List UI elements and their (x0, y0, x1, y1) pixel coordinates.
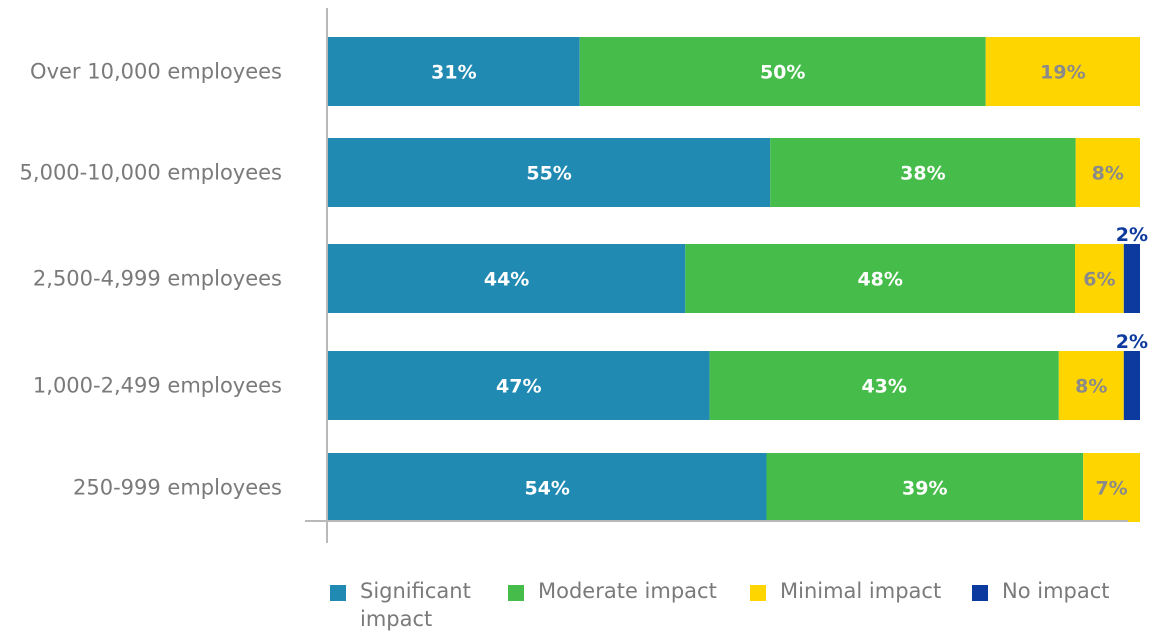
legend-swatch-minimal (750, 585, 766, 601)
bar-segment-significant-impact (328, 138, 771, 207)
bar-segment-moderate-impact (685, 244, 1076, 313)
bar-segment-no-impact (1123, 351, 1140, 420)
category-label: Over 10,000 employees (30, 60, 282, 84)
bar-segment-moderate-impact (770, 138, 1076, 207)
value-label-moderate-impact: 43% (861, 376, 906, 398)
value-label-no-impact: 2% (1116, 224, 1148, 246)
legend-label-line2: impact (360, 607, 433, 631)
value-label-significant-impact: 31% (431, 62, 476, 84)
value-label-minimal-impact: 19% (1040, 62, 1085, 84)
legend-swatch-moderate (508, 585, 524, 601)
bar-segment-minimal-impact (1058, 351, 1124, 420)
bar-segment-significant-impact (328, 37, 580, 106)
legend-item-minimal: Minimal impact (750, 577, 941, 605)
bar-segment-minimal-impact (1083, 453, 1140, 522)
bar-segment-moderate-impact (579, 37, 986, 106)
category-label: 1,000-2,499 employees (33, 374, 282, 398)
bar-segment-no-impact (1123, 244, 1140, 313)
value-label-minimal-impact: 6% (1083, 269, 1115, 291)
value-label-moderate-impact: 50% (760, 62, 805, 84)
value-label-significant-impact: 55% (526, 163, 571, 185)
legend-label-minimal: Minimal impact (780, 579, 942, 603)
legend-label-line1: Significant (360, 579, 471, 603)
bar-segment-minimal-impact (985, 37, 1140, 106)
legend: Significant impact Moderate impact Minim… (330, 577, 1140, 633)
value-label-moderate-impact: 38% (900, 163, 945, 185)
value-label-minimal-impact: 7% (1095, 478, 1127, 500)
category-label: 2,500-4,999 employees (33, 267, 282, 291)
value-label-significant-impact: 44% (484, 269, 529, 291)
bar-segment-minimal-impact (1075, 138, 1140, 207)
value-label-no-impact: 2% (1116, 331, 1148, 353)
bar-segment-moderate-impact (766, 453, 1084, 522)
value-label-moderate-impact: 48% (857, 269, 902, 291)
legend-swatch-significant (330, 585, 346, 601)
bar-segment-moderate-impact (709, 351, 1059, 420)
value-label-minimal-impact: 8% (1092, 163, 1124, 185)
bar-segment-significant-impact (328, 453, 767, 522)
value-labels: 31% 50% 19% 55% 38% 8% 44% 48% 6% 2% 47% 43% 8% 2% 54%… (431, 62, 1148, 500)
legend-label-moderate: Moderate impact (538, 579, 717, 603)
legend-item-no-impact: No impact (972, 577, 1110, 605)
bar-segment-significant-impact (328, 244, 686, 313)
legend-item-significant: Significant impact (330, 577, 471, 633)
bars (328, 37, 1140, 522)
legend-item-moderate: Moderate impact (508, 577, 717, 605)
category-label: 5,000-10,000 employees (20, 161, 282, 185)
legend-label-significant: Significant impact (360, 577, 471, 633)
bar-segment-significant-impact (328, 351, 710, 420)
value-label-significant-impact: 54% (524, 478, 569, 500)
bar-segment-minimal-impact (1075, 244, 1124, 313)
legend-label-no-impact: No impact (1002, 579, 1110, 603)
value-label-significant-impact: 47% (496, 376, 541, 398)
category-labels: Over 10,000 employees 5,000-10,000 employ… (20, 60, 282, 500)
category-label: 250-999 employees (73, 476, 282, 500)
legend-swatch-no-impact (972, 585, 988, 601)
value-label-moderate-impact: 39% (902, 478, 947, 500)
value-label-minimal-impact: 8% (1075, 376, 1107, 398)
